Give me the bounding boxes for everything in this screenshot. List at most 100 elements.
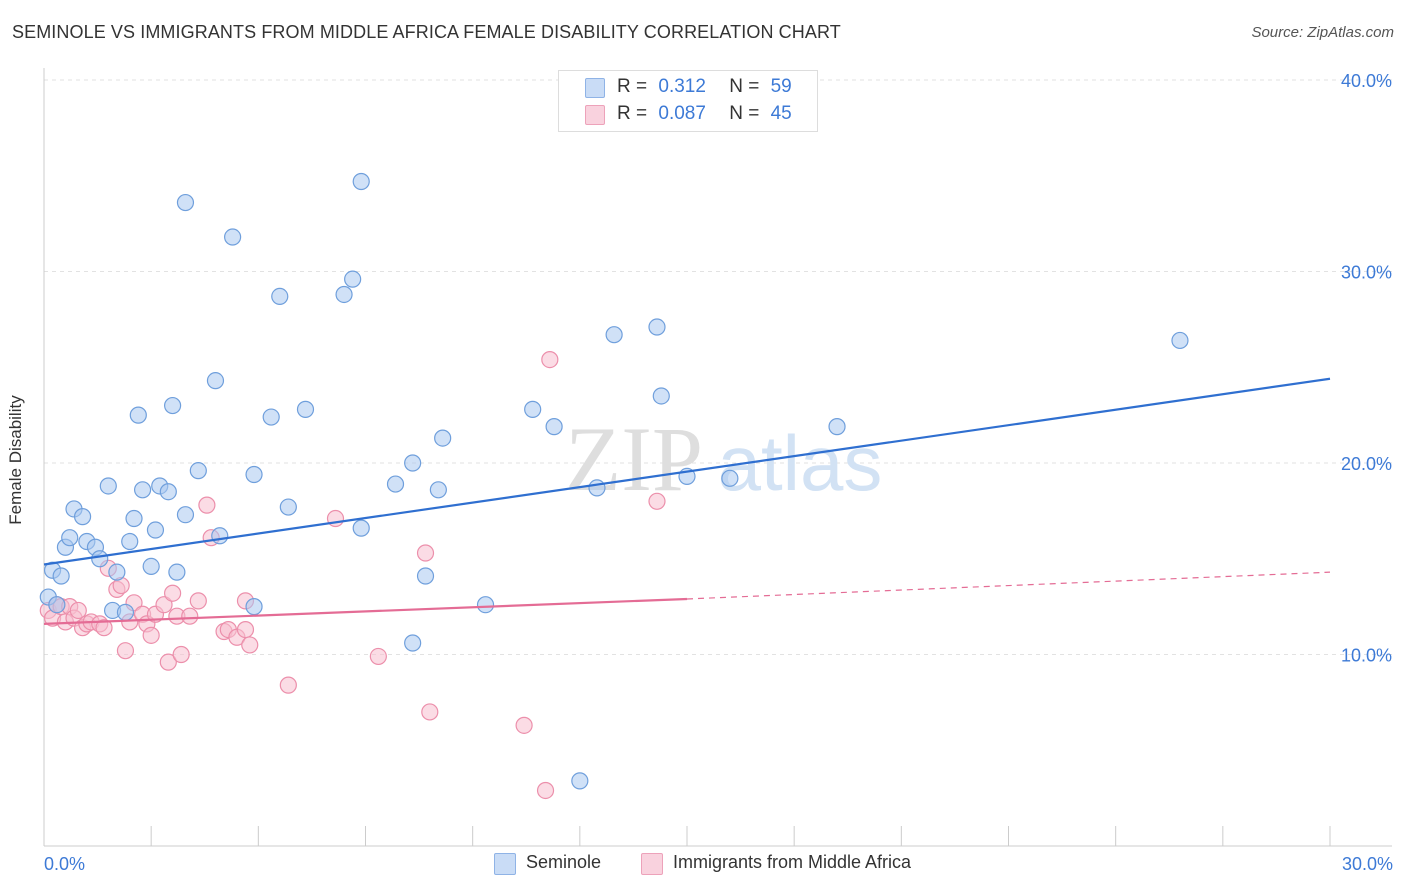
seminole-point — [828, 418, 846, 436]
africa-point — [541, 350, 559, 369]
watermark: ZIP atlas — [565, 408, 882, 510]
stats-n-label: N = — [729, 76, 760, 97]
africa-point — [241, 636, 259, 654]
africa-point — [648, 492, 666, 510]
seminole-point — [206, 372, 225, 390]
seminole-point — [352, 519, 370, 537]
africa-point — [69, 601, 87, 620]
seminole-point — [176, 506, 195, 524]
seminole-point — [125, 509, 143, 528]
seminole-point — [404, 454, 422, 472]
seminole-point — [352, 172, 370, 191]
seminole-point — [99, 477, 117, 495]
stats-swatch-africa — [585, 105, 605, 125]
seminole-point — [416, 567, 435, 585]
x-tick-label: 30.0% — [1342, 854, 1393, 874]
seminole-point — [61, 529, 79, 547]
seminole-point — [129, 406, 147, 424]
source-label: Source: ZipAtlas.com — [1251, 24, 1394, 41]
seminole-point — [142, 557, 160, 576]
stats-n-value: 45 — [770, 103, 792, 124]
seminole-point — [1171, 331, 1189, 350]
africa-point — [116, 642, 135, 660]
seminole-point — [224, 228, 242, 246]
seminole-point — [652, 387, 670, 405]
seminole-point — [168, 563, 186, 581]
seminole-point — [73, 508, 92, 526]
africa-point — [369, 647, 387, 666]
africa-point — [189, 592, 207, 610]
africa-trend-line-dashed — [686, 571, 1331, 600]
africa-point — [159, 653, 177, 671]
legend-swatch-africa — [641, 853, 663, 875]
y-tick-label: 20.0% — [1341, 454, 1392, 474]
africa-point — [172, 645, 190, 664]
africa-point — [155, 596, 173, 614]
seminole-point — [211, 527, 229, 545]
seminole-point — [146, 521, 165, 539]
africa-point — [142, 626, 160, 644]
stats-r-label: R = — [617, 76, 648, 97]
seminole-point — [335, 285, 353, 304]
seminole-point — [476, 596, 495, 614]
seminole-point — [116, 603, 135, 621]
stats-r-label: R = — [617, 103, 648, 124]
seminole-point — [545, 418, 563, 436]
africa-point — [421, 703, 439, 721]
seminole-point — [271, 287, 289, 305]
africa-point — [236, 621, 255, 639]
africa-point — [536, 781, 555, 800]
y-tick-label: 10.0% — [1341, 646, 1392, 666]
seminole-point — [245, 465, 263, 484]
stats-n-label: N = — [729, 103, 760, 124]
africa-point — [164, 584, 182, 602]
stats-box: R = 0.312 N = 59 R = 0.087 N = 45 — [558, 70, 818, 132]
africa-point — [95, 619, 113, 637]
legend-label-africa: Immigrants from Middle Africa — [673, 852, 912, 872]
stats-r-value: 0.087 — [658, 103, 706, 124]
seminole-point — [721, 469, 739, 487]
africa-trend-line — [43, 597, 688, 625]
africa-point — [416, 544, 435, 562]
seminole-point — [434, 429, 452, 447]
seminole-point — [404, 634, 422, 652]
seminole-point — [176, 193, 195, 212]
seminole-point — [605, 326, 623, 344]
seminole-point — [164, 396, 182, 415]
seminole-point — [52, 567, 70, 585]
seminole-point — [121, 532, 139, 551]
legend-label-seminole: Seminole — [526, 852, 602, 872]
seminole-point — [386, 475, 405, 493]
watermark-zip: ZIP — [565, 408, 703, 510]
legend-swatch-seminole — [494, 853, 516, 875]
seminole-point — [429, 481, 447, 499]
seminole-point — [648, 318, 666, 336]
chart-title: SEMINOLE VS IMMIGRANTS FROM MIDDLE AFRIC… — [12, 22, 841, 42]
seminole-trend-line — [43, 377, 1331, 566]
seminole-point — [279, 498, 297, 516]
seminole-point — [262, 408, 280, 426]
y-tick-label: 30.0% — [1341, 263, 1392, 283]
africa-point — [198, 496, 216, 514]
africa-point — [515, 716, 533, 734]
seminole-point — [189, 462, 207, 480]
seminole-point — [588, 479, 606, 497]
africa-point — [279, 676, 297, 694]
y-tick-label: 40.0% — [1341, 71, 1392, 91]
seminole-point — [245, 598, 263, 616]
stats-r-value: 0.312 — [658, 76, 706, 97]
seminole-point — [48, 596, 66, 614]
x-tick-label: 0.0% — [44, 854, 85, 874]
seminole-point — [133, 481, 152, 499]
seminole-point — [159, 483, 177, 501]
stats-n-value: 59 — [770, 76, 792, 97]
seminole-point — [91, 550, 109, 568]
stats-swatch-seminole — [585, 78, 605, 98]
seminole-point — [108, 563, 126, 581]
seminole-point — [524, 400, 542, 418]
seminole-point — [344, 270, 362, 288]
africa-point — [181, 607, 199, 625]
seminole-point — [571, 772, 589, 790]
seminole-point — [296, 400, 315, 418]
